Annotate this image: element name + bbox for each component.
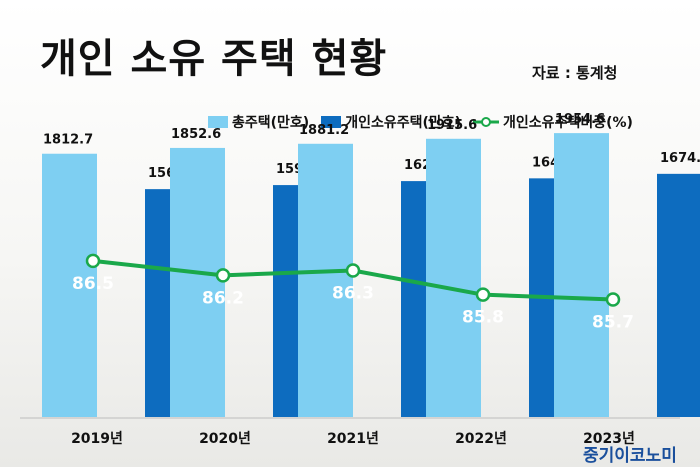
legend-item-total: 총주택(만호)	[208, 112, 309, 132]
legend-item-personal: 개인소유주택(만호)	[321, 112, 461, 132]
legend-swatch-total	[208, 116, 228, 128]
data-label-total: 1954.6	[555, 112, 605, 127]
bar-total	[554, 133, 609, 417]
x-tick-label: 2019년	[71, 431, 123, 447]
ratio-point	[85, 253, 101, 269]
x-tick-label: 2021년	[327, 431, 379, 447]
legend-swatch-personal	[321, 116, 342, 128]
legend-label-personal: 개인소유주택(만호)	[345, 115, 462, 131]
bar-personal	[657, 173, 700, 417]
legend-swatch-ratio	[473, 117, 500, 127]
ratio-point	[605, 292, 621, 307]
data-label-total: 1915.6	[427, 118, 477, 133]
x-tick-label: 2022년	[455, 431, 507, 447]
data-label-ratio: 86.5	[72, 274, 114, 294]
x-tick-label: 2023년	[583, 431, 635, 447]
chart-title: 개인 소유 주택 현황	[40, 36, 388, 82]
brand-logo: 중기이코노미	[583, 446, 677, 466]
ratio-point	[475, 287, 491, 302]
source-label: 자료 : 통계청	[532, 64, 618, 82]
x-tick-label: 2020년	[199, 431, 251, 447]
data-label-total: 1812.7	[43, 133, 93, 148]
bar-total	[426, 138, 481, 417]
ratio-point	[215, 268, 231, 283]
ratio-point	[345, 263, 361, 278]
bar-total	[42, 153, 97, 417]
data-label-ratio: 86.2	[202, 288, 244, 308]
legend: 총주택(만호) 개인소유주택(만호) 개인소유주택비중(%)	[208, 112, 645, 132]
bar-total	[298, 143, 353, 418]
data-label-ratio: 86.3	[332, 284, 374, 304]
data-label-ratio: 85.7	[592, 313, 634, 333]
legend-item-ratio: 개인소유주택비중(%)	[473, 112, 633, 132]
legend-label-ratio: 개인소유주택비중(%)	[503, 115, 633, 131]
data-label-total: 1852.6	[171, 127, 221, 142]
data-label-personal: 1674.2	[660, 151, 700, 166]
bar-total	[170, 147, 225, 418]
data-label-total: 1881.2	[299, 123, 349, 138]
legend-label-total: 총주택(만호)	[232, 115, 310, 131]
data-label-ratio: 85.8	[462, 308, 504, 328]
